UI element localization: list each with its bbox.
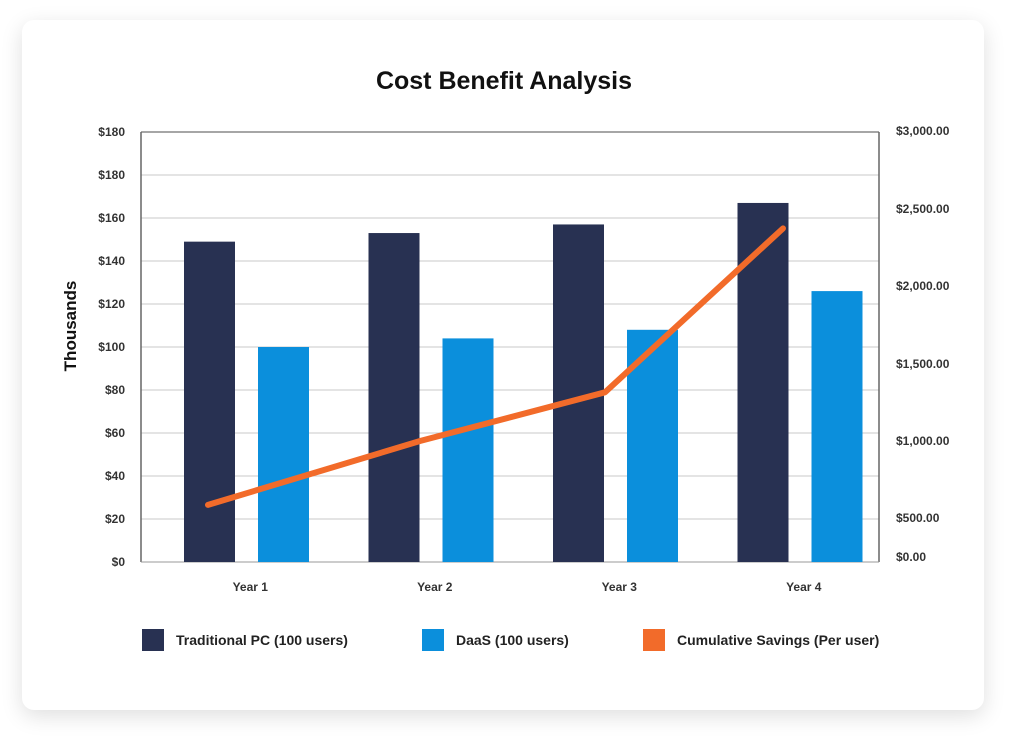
right-tick-label: $3,000.00 [896,124,950,138]
x-tick-label: Year 3 [602,580,638,594]
left-tick-label: $60 [105,426,125,440]
left-tick-label: $140 [98,254,125,268]
bar-daas [442,338,494,562]
left-tick-label: $100 [98,340,125,354]
x-tick-label: Year 2 [417,580,453,594]
bar-daas [627,329,678,562]
left-tick-label: $80 [105,383,125,397]
left-tick-label: $180 [98,125,125,139]
right-tick-label: $2,500.00 [896,202,950,216]
bar-traditional-pc [737,202,789,562]
left-tick-label: $20 [105,512,125,526]
cumulative-savings-line [205,225,786,508]
bar-daas [811,291,863,562]
right-tick-label: $500.00 [896,511,940,525]
chart-title: Cost Benefit Analysis [376,67,632,95]
left-tick-label: $180 [98,168,125,182]
bar-daas [258,347,309,562]
legend-label: DaaS (100 users) [456,632,569,648]
right-tick-label: $1,000.00 [896,434,950,448]
bar-traditional-pc [184,241,235,562]
left-tick-label: $120 [98,297,125,311]
right-tick-label: $2,000.00 [896,279,950,293]
y-axis-label: Thousands [61,281,80,372]
legend-swatch [422,629,444,651]
right-tick-label: $0.00 [896,550,926,564]
legend-label: Traditional PC (100 users) [176,632,348,648]
bar-traditional-pc [368,233,420,563]
legend-label: Cumulative Savings (Per user) [677,632,879,648]
right-tick-label: $1,500.00 [896,357,950,371]
x-tick-label: Year 4 [786,580,822,594]
legend-swatch [643,629,665,651]
x-tick-label: Year 1 [233,580,269,594]
left-tick-label: $0 [112,555,126,569]
left-tick-label: $40 [105,469,125,483]
left-tick-label: $160 [98,211,125,225]
legend-swatch [142,629,164,651]
